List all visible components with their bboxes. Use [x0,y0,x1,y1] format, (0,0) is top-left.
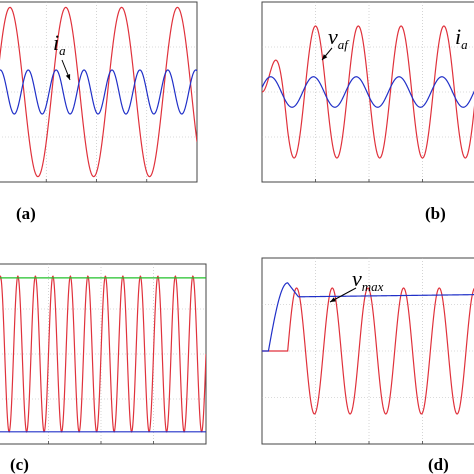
series-line-1 [262,25,474,159]
panel-d: (d) vmax [261,257,474,474]
panel-label: (c) [10,455,29,474]
series-line-1 [0,6,197,178]
series-line-1 [0,275,206,433]
series-line-1 [262,287,474,415]
series-line-2 [262,282,474,352]
annotation-label: ia [53,30,66,58]
arrow-head [322,54,328,60]
series-line-2 [262,76,474,108]
annotation-label: vmax [352,266,384,294]
arrow-head [65,74,71,80]
panel-label: (a) [16,204,36,223]
panel-label: (b) [425,204,446,223]
series-line-2 [0,69,197,115]
annotation-label: vaf [328,24,350,52]
arrow-head [330,297,336,302]
annotation-label: ia [455,24,468,52]
panel-a: (a) ia [0,1,198,223]
panel-c: (c) [0,263,207,474]
panel-label: (d) [428,455,449,474]
panel-b: (b) vaf ia [261,1,474,223]
